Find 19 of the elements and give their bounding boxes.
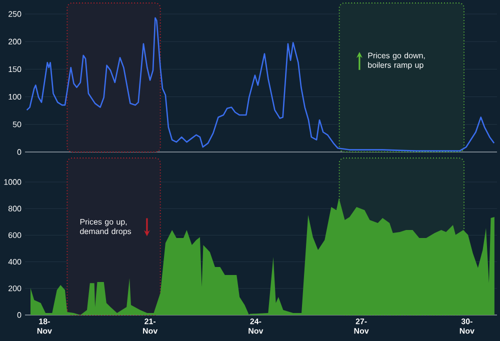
y-tick-label: 400 <box>8 258 22 265</box>
y-tick-label: 50 <box>12 122 22 128</box>
y-tick-label: 800 <box>8 206 22 212</box>
y-tick-label: 150 <box>8 66 22 72</box>
y-tick-label: 100 <box>8 94 22 100</box>
y-tick-label: 1000 <box>4 179 22 185</box>
annotation: Prices go down, boilers ramp up <box>368 52 425 70</box>
x-tick-label: 21- Nov <box>143 318 158 334</box>
y-tick-label: 0 <box>17 312 22 318</box>
annotation: Prices go up, demand drops <box>80 218 132 236</box>
y-tick-label: 600 <box>8 232 22 238</box>
y-tick-label: 200 <box>8 286 22 292</box>
x-tick-label: 24- Nov <box>248 318 264 334</box>
y-tick-label: 200 <box>8 38 22 44</box>
y-tick-label: 0 <box>17 149 22 155</box>
x-tick-label: 18- Nov <box>37 318 52 334</box>
x-tick-label: 30- Nov <box>460 318 474 334</box>
y-tick-label: 250 <box>8 11 22 17</box>
x-tick-label: 27- Nov <box>354 318 369 334</box>
